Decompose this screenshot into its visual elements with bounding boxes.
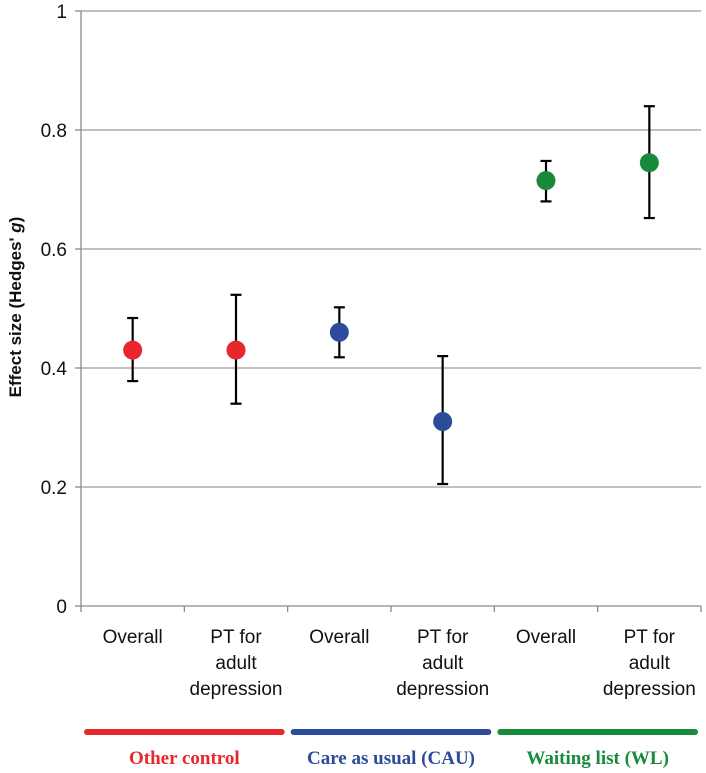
y-tick-label: 0.8: [41, 121, 67, 142]
y-tick-label: 0.6: [41, 240, 67, 261]
category-label: adult: [422, 653, 464, 674]
category-label: depression: [190, 679, 283, 700]
y-tick-labels: 0 0.2 0.4 0.6 0.8 1: [41, 2, 68, 618]
data-point: [329, 322, 349, 342]
y-axis-title-italic: g: [6, 222, 25, 234]
data-point: [536, 171, 556, 191]
y-axis-title-main: Effect size (Hedges': [6, 233, 25, 398]
group-label: Waiting list (WL): [526, 748, 669, 769]
category-label: PT for: [624, 627, 676, 648]
category-label: adult: [629, 653, 671, 674]
category-label: depression: [603, 679, 696, 700]
data-point: [226, 340, 246, 360]
data-points: [123, 153, 659, 432]
axes: [75, 10, 702, 612]
category-label: PT for: [210, 627, 262, 648]
category-label: adult: [215, 653, 257, 674]
y-tick-label: 0: [56, 597, 67, 618]
category-labels: Overall PT for adult depression Overall PT fo…: [103, 627, 696, 700]
y-axis-title-end: ): [6, 217, 25, 223]
category-label: Overall: [309, 627, 369, 648]
data-point: [639, 153, 659, 173]
category-label: PT for: [417, 627, 469, 648]
data-point: [433, 412, 453, 432]
category-label: depression: [396, 679, 489, 700]
group-label: Other control: [129, 748, 240, 769]
y-tick-label: 0.4: [41, 359, 68, 380]
error-bars: [127, 105, 655, 486]
group-legend: Other control Care as usual (CAU) Waiting …: [84, 729, 698, 769]
group-label: Care as usual (CAU): [307, 748, 475, 769]
data-point: [123, 340, 143, 360]
y-tick-label: 0.2: [41, 478, 67, 499]
y-axis-title: Effect size (Hedges' g): [6, 217, 25, 398]
category-label: Overall: [516, 627, 576, 648]
gridlines: [81, 10, 701, 488]
category-label: Overall: [103, 627, 163, 648]
y-tick-label: 1: [56, 2, 67, 23]
